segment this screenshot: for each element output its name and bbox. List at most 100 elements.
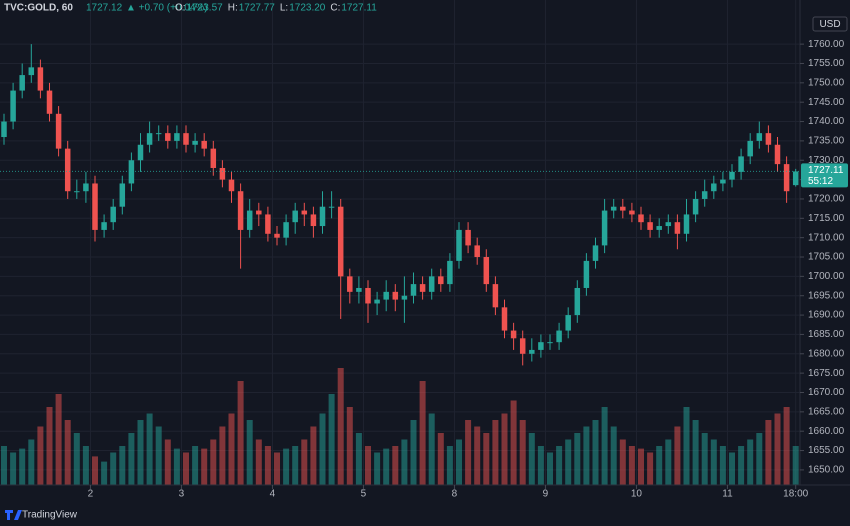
- volume-bar: [401, 439, 408, 485]
- candle-body: [319, 206, 326, 227]
- volume-bar: [374, 452, 381, 485]
- candle-body: [265, 214, 271, 234]
- countdown: 55:12: [808, 176, 833, 187]
- candle-body: [92, 183, 98, 230]
- candle-body: [219, 167, 226, 180]
- volume-bar: [173, 448, 180, 485]
- volume-bar: [92, 456, 98, 485]
- candle-body: [456, 229, 462, 261]
- candle-body: [474, 245, 480, 258]
- candle-body: [347, 276, 353, 292]
- header: TVC:GOLD, 60 1727.12 ▲ +0.70 (+0.04%) O:…: [4, 3, 377, 14]
- candle-body: [483, 257, 490, 285]
- axes: 1650.00 1655.00 1660.00 1665.00 1670.00 1675.…: [88, 39, 848, 500]
- candle-body: [310, 214, 317, 227]
- volume-bar: [10, 452, 17, 485]
- volume-bar: [574, 433, 581, 485]
- candle-body: [401, 295, 408, 300]
- volume-bar: [638, 448, 644, 485]
- volume-bar: [319, 413, 326, 485]
- candle-body: [711, 183, 717, 192]
- candle-body: [392, 291, 399, 300]
- candle-body: [356, 287, 362, 292]
- change: ▲ +0.70 (+0.04%): [126, 3, 208, 14]
- volume-bar: [738, 446, 745, 485]
- volume-bar: [383, 448, 390, 485]
- candle-body: [74, 191, 80, 193]
- candle-body: [510, 330, 517, 339]
- candle-body: [428, 276, 435, 292]
- candle-body: [292, 210, 298, 223]
- volume-bar: [519, 420, 526, 485]
- volume-bar: [201, 448, 208, 485]
- volume-bar: [465, 420, 472, 485]
- candle-body: [10, 90, 16, 122]
- currency-box[interactable]: [812, 16, 848, 32]
- price-tag: [801, 163, 848, 188]
- volume-bar: [428, 413, 435, 485]
- candle-body: [720, 179, 726, 184]
- volume-bar: [264, 446, 271, 485]
- x-tick-label: 8: [452, 489, 458, 500]
- volume-bar: [301, 439, 308, 485]
- currency[interactable]: USD: [819, 19, 840, 30]
- volume-bar: [610, 426, 617, 485]
- candle-body: [565, 315, 571, 331]
- volume-bar: [537, 446, 544, 485]
- volume-bar: [619, 439, 626, 485]
- volume-bar: [547, 452, 553, 485]
- volume-bar: [255, 439, 262, 485]
- candle-body: [383, 291, 389, 300]
- volume-bar: [164, 439, 171, 485]
- volume-bar: [73, 433, 80, 485]
- candle-body: [256, 210, 262, 215]
- volume-bar: [37, 426, 44, 485]
- x-tick-label: 9: [543, 489, 549, 500]
- y-tick-label: 1670.00: [808, 387, 845, 398]
- candle-body: [610, 206, 617, 211]
- volume-bar: [719, 446, 726, 485]
- x-tick-label: 3: [179, 489, 185, 500]
- y-tick-label: 1660.00: [808, 426, 845, 437]
- candle-body: [738, 156, 744, 172]
- candle-body: [183, 133, 189, 145]
- volume-bar: [692, 420, 699, 485]
- volume-bar: [155, 426, 162, 485]
- candle-body: [165, 133, 171, 141]
- x-tick-label: 2: [88, 489, 94, 500]
- volume-bar: [310, 426, 317, 485]
- volume-pane: [1, 368, 799, 485]
- y-tick-label: 1745.00: [808, 97, 845, 108]
- volume-bar: [474, 426, 481, 485]
- candle-body: [174, 133, 180, 141]
- y-tick-label: 1735.00: [808, 136, 845, 147]
- candle-body: [101, 222, 107, 230]
- candle-body: [55, 113, 62, 149]
- volume-bar: [128, 433, 135, 485]
- volume-bar: [192, 446, 199, 485]
- candle-body: [756, 133, 763, 141]
- volume-bar: [647, 452, 654, 485]
- candle-body: [337, 206, 344, 277]
- candle-body: [19, 75, 25, 91]
- candle-body: [792, 171, 799, 186]
- candle-body: [519, 338, 526, 354]
- volume-bar: [28, 439, 35, 485]
- candle-body: [783, 164, 790, 192]
- candle-body: [629, 210, 635, 215]
- x-tick-label: 5: [361, 489, 367, 500]
- candle-body: [692, 198, 699, 215]
- candle-body: [638, 214, 644, 223]
- candle-body: [501, 307, 508, 331]
- y-tick-label: 1730.00: [808, 155, 845, 166]
- y-tick-label: 1685.00: [808, 329, 845, 340]
- volume-bar: [183, 452, 189, 485]
- candle-body: [192, 140, 198, 145]
- volume-bar: [237, 381, 244, 485]
- volume-bar: [283, 448, 290, 485]
- price-pane: [0, 44, 800, 366]
- ohlc-label: L:: [280, 3, 288, 14]
- volume-bar: [601, 407, 608, 485]
- volume-bar: [729, 452, 735, 485]
